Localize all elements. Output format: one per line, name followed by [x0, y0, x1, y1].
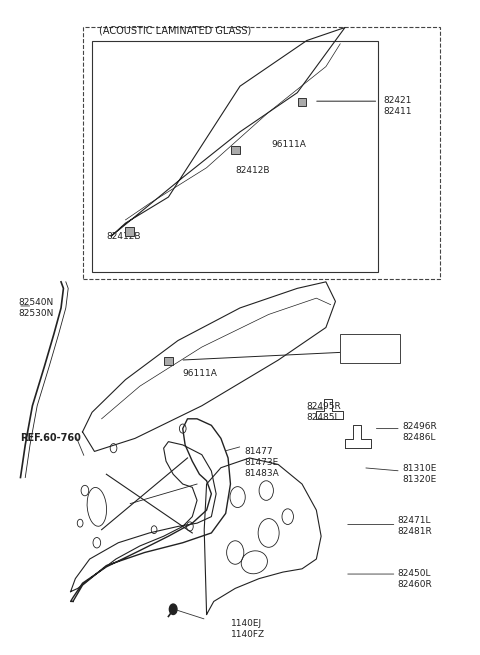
Text: 96111A: 96111A [271, 140, 306, 149]
Text: 82495R
82485L: 82495R 82485L [307, 402, 342, 422]
Text: 81310E
81320E: 81310E 81320E [402, 464, 437, 484]
Bar [83, 28, 441, 278]
Bar [125, 227, 133, 236]
Text: 96111A: 96111A [183, 369, 217, 378]
Text: 82421
82411: 82421 82411 [383, 96, 412, 116]
Text: 1140EJ
1140FZ: 1140EJ 1140FZ [230, 619, 264, 639]
Text: 82412B: 82412B [235, 166, 270, 176]
Bar [164, 357, 173, 365]
Text: 81477: 81477 [245, 447, 274, 456]
Text: 82496R
82486L: 82496R 82486L [402, 422, 437, 442]
Text: 81473E
81483A: 81473E 81483A [245, 458, 279, 477]
Bar [298, 98, 306, 106]
FancyBboxPatch shape [340, 334, 400, 364]
Text: 82450L
82460R: 82450L 82460R [397, 569, 432, 589]
Text: REF.60-760: REF.60-760 [21, 434, 81, 443]
Text: 82471L
82481R: 82471L 82481R [397, 516, 432, 536]
Text: 82412B: 82412B [107, 232, 141, 240]
Text: 82540N
82530N: 82540N 82530N [18, 298, 53, 318]
Text: 82411
82421: 82411 82421 [345, 341, 373, 360]
Text: (ACOUSTIC LAMINATED GLASS): (ACOUSTIC LAMINATED GLASS) [99, 26, 252, 35]
Bar [231, 146, 240, 154]
Circle shape [169, 604, 177, 614]
Bar [92, 41, 378, 272]
